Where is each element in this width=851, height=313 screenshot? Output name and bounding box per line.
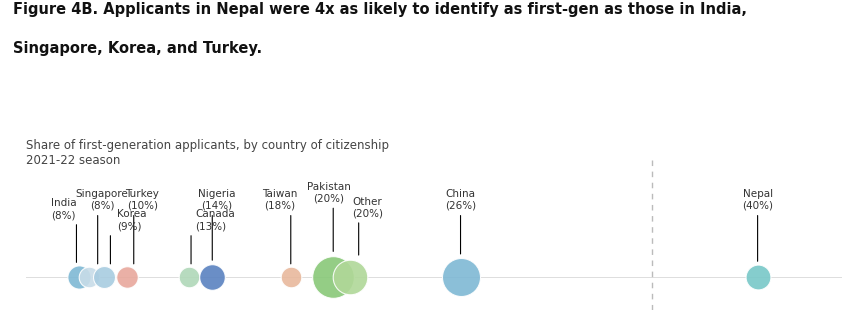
- Text: Nigeria
(14%): Nigeria (14%): [197, 189, 235, 211]
- Point: [97, 275, 111, 280]
- Text: China
(26%): China (26%): [445, 189, 476, 211]
- Text: Korea
(9%): Korea (9%): [117, 209, 146, 231]
- Text: Nepal
(40%): Nepal (40%): [742, 189, 773, 211]
- Point: [83, 275, 96, 280]
- Text: Turkey
(10%): Turkey (10%): [125, 189, 159, 211]
- Point: [205, 275, 219, 280]
- Text: Figure 4B. Applicants in Nepal were 4x as likely to identify as first-gen as tho: Figure 4B. Applicants in Nepal were 4x a…: [13, 2, 747, 17]
- Text: Share of first-generation applicants, by country of citizenship: Share of first-generation applicants, by…: [26, 139, 389, 152]
- Point: [344, 275, 357, 280]
- Text: India
(8%): India (8%): [51, 198, 77, 220]
- Point: [751, 275, 764, 280]
- Point: [182, 275, 196, 280]
- Text: Taiwan
(18%): Taiwan (18%): [262, 189, 298, 211]
- Text: Canada
(13%): Canada (13%): [195, 209, 235, 231]
- Text: Singapore, Korea, and Turkey.: Singapore, Korea, and Turkey.: [13, 41, 262, 56]
- Text: Pakistan
(20%): Pakistan (20%): [307, 182, 351, 203]
- Point: [284, 275, 298, 280]
- Text: 2021-22 season: 2021-22 season: [26, 154, 120, 167]
- Text: Singapore
(8%): Singapore (8%): [76, 189, 129, 211]
- Point: [121, 275, 134, 280]
- Point: [454, 275, 467, 280]
- Point: [71, 275, 85, 280]
- Text: Other
(20%): Other (20%): [351, 197, 383, 218]
- Point: [327, 275, 340, 280]
